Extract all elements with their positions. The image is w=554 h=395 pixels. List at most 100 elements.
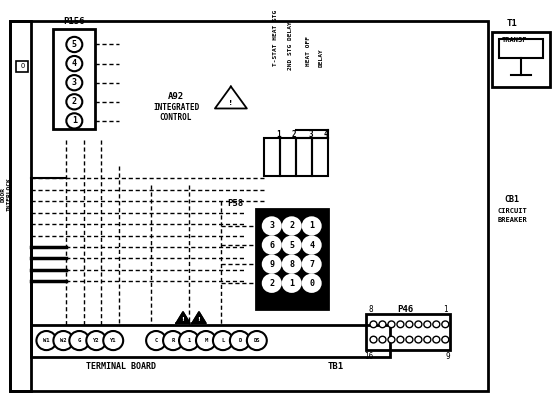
Text: D: D [238,338,242,343]
Circle shape [415,336,422,343]
Circle shape [86,331,106,350]
Circle shape [406,336,413,343]
Bar [499,39,543,58]
Text: CB1: CB1 [505,195,520,204]
Text: O: O [20,64,24,70]
Text: 1: 1 [443,305,448,314]
Text: INTEGRATED: INTEGRATED [153,103,199,112]
Circle shape [66,37,83,52]
Circle shape [283,237,301,254]
Text: Y2: Y2 [93,338,100,343]
Circle shape [66,94,83,109]
Circle shape [263,217,281,235]
Circle shape [53,331,73,350]
Circle shape [388,336,395,343]
Text: A92: A92 [168,92,184,101]
Text: 1: 1 [187,338,191,343]
Circle shape [146,331,166,350]
Text: G: G [78,338,81,343]
Text: T-STAT HEAT STG: T-STAT HEAT STG [273,9,278,66]
Circle shape [230,331,250,350]
Circle shape [379,336,386,343]
Text: DELAY: DELAY [318,49,323,68]
Text: 4: 4 [324,130,328,139]
Text: 3: 3 [269,222,274,230]
Text: C: C [155,338,158,343]
Circle shape [433,321,440,328]
Circle shape [370,321,377,328]
Circle shape [283,275,301,292]
Circle shape [263,275,281,292]
Text: CIRCUIT: CIRCUIT [497,208,527,214]
Polygon shape [215,87,247,109]
Text: 9: 9 [446,352,450,361]
Text: W2: W2 [60,338,66,343]
Circle shape [263,237,281,254]
Text: TRANSF: TRANSF [502,37,527,43]
Bar [264,138,280,176]
Bar [53,29,95,130]
Text: 9: 9 [269,260,274,269]
Text: 5: 5 [289,241,294,250]
Text: 0: 0 [309,279,314,288]
Circle shape [442,321,449,328]
Text: TB1: TB1 [327,362,343,371]
Text: 2: 2 [269,279,274,288]
Circle shape [103,331,123,350]
Text: P58: P58 [228,199,244,209]
Circle shape [196,331,216,350]
Text: 2: 2 [72,97,77,106]
Circle shape [213,331,233,350]
Circle shape [379,321,386,328]
Text: L: L [221,338,224,343]
Text: 3: 3 [309,130,313,139]
Circle shape [302,237,321,254]
Bar [17,61,28,72]
Bar [32,325,391,357]
Text: 4: 4 [72,59,77,68]
Circle shape [66,75,83,90]
Circle shape [388,321,395,328]
Text: P46: P46 [397,305,413,314]
Text: 8: 8 [368,305,373,314]
Text: HEAT OFF: HEAT OFF [306,36,311,66]
Circle shape [66,56,83,71]
Text: M: M [204,338,208,343]
Text: TERMINAL BOARD: TERMINAL BOARD [86,362,156,371]
Text: Y1: Y1 [110,338,116,343]
Bar [9,21,488,391]
Polygon shape [176,312,190,324]
Text: R: R [171,338,175,343]
Text: 5: 5 [72,40,77,49]
Circle shape [397,336,404,343]
Text: 8: 8 [289,260,294,269]
Text: !: ! [229,100,233,106]
Circle shape [424,336,431,343]
Bar [9,21,32,391]
Polygon shape [192,312,206,324]
Circle shape [69,331,89,350]
Bar [256,209,327,309]
Text: BREAKER: BREAKER [497,217,527,223]
Bar [280,138,296,176]
Text: 16: 16 [364,352,373,361]
Circle shape [179,331,199,350]
Text: 2: 2 [289,222,294,230]
Circle shape [283,217,301,235]
Circle shape [66,113,83,128]
Circle shape [263,256,281,273]
Text: !: ! [182,317,184,322]
Circle shape [37,331,57,350]
Circle shape [433,336,440,343]
Circle shape [302,217,321,235]
Text: 1: 1 [309,222,314,230]
Circle shape [397,321,404,328]
Text: DS: DS [254,338,260,343]
Text: 1: 1 [276,130,281,139]
Text: W1: W1 [43,338,50,343]
Circle shape [283,256,301,273]
Circle shape [370,336,377,343]
Text: 2ND STG DELAY: 2ND STG DELAY [288,22,293,70]
Text: 2: 2 [291,130,296,139]
Circle shape [406,321,413,328]
